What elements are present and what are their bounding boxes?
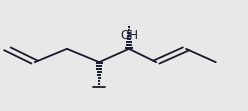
Text: OH: OH bbox=[120, 29, 138, 42]
